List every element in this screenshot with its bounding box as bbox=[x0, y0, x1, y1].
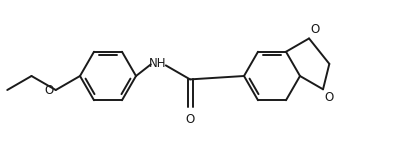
Text: O: O bbox=[45, 83, 54, 97]
Text: O: O bbox=[310, 23, 319, 36]
Text: O: O bbox=[324, 91, 333, 104]
Text: NH: NH bbox=[149, 57, 166, 70]
Text: O: O bbox=[186, 113, 195, 126]
